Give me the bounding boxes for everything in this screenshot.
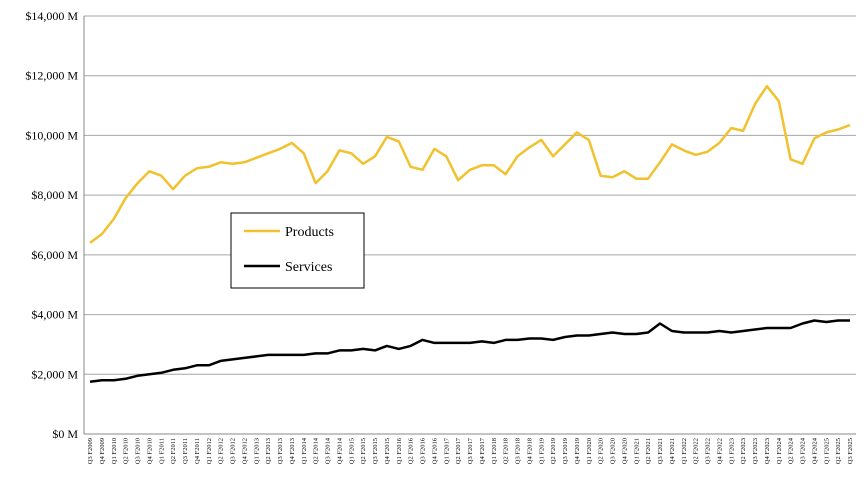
x-tick-label: Q1 F2019 bbox=[538, 438, 545, 464]
x-tick-label: Q2 F2021 bbox=[645, 438, 652, 464]
x-tick-label: Q3 F2025 bbox=[847, 438, 854, 464]
x-tick-label: Q4 F2011 bbox=[194, 438, 201, 464]
x-tick-label: Q2 F2019 bbox=[550, 438, 557, 464]
x-tick-label: Q2 F2024 bbox=[788, 437, 795, 464]
y-tick-label: $4,000 M bbox=[31, 308, 78, 322]
x-tick-label: Q3 F2009 bbox=[87, 438, 94, 464]
x-tick-label: Q2 F2018 bbox=[503, 438, 510, 464]
x-tick-label: Q1 F2010 bbox=[111, 438, 118, 464]
x-tick-label: Q1 F2012 bbox=[206, 438, 213, 464]
gridlines bbox=[84, 15, 856, 375]
series-lines bbox=[89, 84, 851, 384]
x-tick-label: Q4 F2022 bbox=[716, 438, 723, 464]
x-tick-label: Q2 F2014 bbox=[313, 437, 320, 464]
x-tick-label: Q4 F2021 bbox=[669, 438, 676, 464]
x-tick-label: Q4 F2023 bbox=[764, 438, 771, 464]
x-tick-label: Q3 F2020 bbox=[610, 438, 617, 464]
x-tick-label: Q1 F2024 bbox=[776, 437, 783, 464]
x-tick-label: Q2 F2017 bbox=[455, 437, 462, 464]
x-tick-label: Q3 F2013 bbox=[277, 438, 284, 464]
x-tick-label: Q3 F2012 bbox=[230, 438, 237, 464]
y-tick-label: $0 M bbox=[52, 427, 78, 441]
x-tick-label: Q3 F2017 bbox=[467, 437, 474, 464]
y-tick-label: $8,000 M bbox=[31, 188, 78, 202]
x-tick-label: Q2 F2020 bbox=[598, 438, 605, 464]
x-tick-label: Q1 F2017 bbox=[443, 437, 450, 464]
x-tick-label: Q4 F2010 bbox=[146, 438, 153, 464]
x-tick-label: Q2 F2022 bbox=[693, 438, 700, 464]
y-tick-label: $2,000 M bbox=[31, 367, 78, 381]
x-tick-label: Q3 F2019 bbox=[562, 438, 569, 464]
series-line-services bbox=[89, 319, 850, 384]
x-tick-label: Q4 F2015 bbox=[384, 438, 391, 464]
legend: Products Services bbox=[230, 212, 365, 289]
x-tick-label: Q1 F2016 bbox=[396, 437, 403, 464]
x-tick-label: Q4 F2020 bbox=[621, 438, 628, 464]
x-tick-label: Q1 F2018 bbox=[491, 438, 498, 464]
y-tick-label: $6,000 M bbox=[31, 248, 78, 262]
x-tick-label: Q3 F2010 bbox=[135, 438, 142, 464]
x-tick-label: Q3 F2015 bbox=[372, 438, 379, 464]
x-tick-label: Q1 F2013 bbox=[253, 438, 260, 464]
x-tick-label: Q3 F2018 bbox=[515, 438, 522, 464]
y-tick-label: $14,000 M bbox=[25, 9, 78, 23]
x-tick-label: Q3 F2021 bbox=[657, 438, 664, 464]
x-tick-label: Q2 F2013 bbox=[265, 438, 272, 464]
x-tick-label: Q2 F2012 bbox=[218, 438, 225, 464]
x-tick-label: Q3 F2011 bbox=[182, 438, 189, 464]
x-tick-label: Q4 F2009 bbox=[99, 438, 106, 464]
x-tick-label: Q1 F2022 bbox=[681, 438, 688, 464]
legend-label-products: Products bbox=[285, 225, 334, 240]
x-tick-label: Q3 F2024 bbox=[800, 437, 807, 464]
x-tick-label: Q4 F2019 bbox=[574, 438, 581, 464]
legend-box bbox=[230, 212, 365, 289]
x-tick-label: Q2 F2015 bbox=[360, 438, 367, 464]
y-axis-tick-labels: $0 M $2,000 M $4,000 M $6,000 M $8,000 M $10,… bbox=[25, 9, 78, 441]
x-tick-label: Q2 F2025 bbox=[835, 438, 842, 464]
x-tick-label: Q1 F2014 bbox=[301, 437, 308, 464]
series-line-products bbox=[89, 84, 851, 244]
x-tick-label: Q2 F2023 bbox=[740, 438, 747, 464]
x-tick-label: Q1 F2015 bbox=[348, 438, 355, 464]
x-tick-label: Q3 F2023 bbox=[752, 438, 759, 464]
legend-label-services: Services bbox=[285, 260, 332, 275]
x-tick-label: Q2 F2016 bbox=[408, 437, 415, 464]
x-axis-tick-labels: Q3 F2009 Q4 F2009 Q1 F2010 Q2 F2010 Q3 F2010… bbox=[87, 437, 854, 464]
x-tick-label: Q1 F2011 bbox=[158, 438, 165, 464]
x-tick-label: Q4 F2017 bbox=[479, 437, 486, 464]
x-tick-label: Q4 F2013 bbox=[289, 438, 296, 464]
x-tick-label: Q3 F2016 bbox=[420, 437, 427, 464]
x-tick-label: Q3 F2022 bbox=[705, 438, 712, 464]
x-tick-label: Q2 F2011 bbox=[170, 438, 177, 464]
y-tick-label: $10,000 M bbox=[25, 128, 78, 142]
x-tick-label: Q4 F2018 bbox=[526, 438, 533, 464]
x-tick-label: Q1 F2023 bbox=[728, 438, 735, 464]
x-tick-label: Q4 F2014 bbox=[336, 437, 343, 464]
y-tick-label: $12,000 M bbox=[25, 69, 78, 83]
x-tick-label: Q1 F2025 bbox=[823, 438, 830, 464]
x-tick-label: Q1 F2021 bbox=[633, 438, 640, 464]
x-tick-label: Q4 F2016 bbox=[431, 437, 438, 464]
x-tick-label: Q1 F2020 bbox=[586, 438, 593, 464]
x-tick-label: Q4 F2024 bbox=[811, 437, 818, 464]
x-tick-label: Q4 F2012 bbox=[241, 438, 248, 464]
x-tick-label: Q3 F2014 bbox=[325, 437, 332, 464]
x-tick-label: Q2 F2010 bbox=[123, 438, 130, 464]
